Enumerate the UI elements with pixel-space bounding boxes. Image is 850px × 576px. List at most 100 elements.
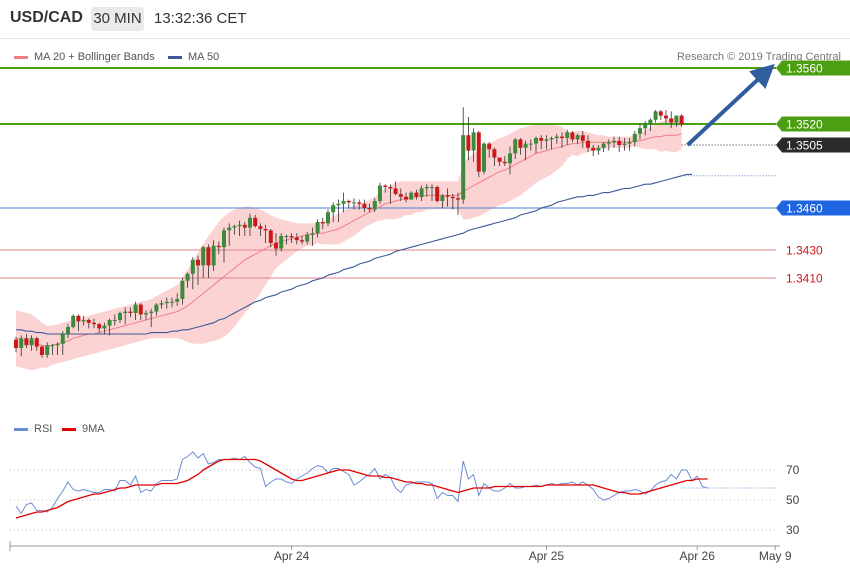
- candle-body: [274, 243, 278, 249]
- candle-body: [206, 247, 211, 266]
- candle: [128, 307, 133, 318]
- candle: [50, 343, 55, 355]
- candle-body: [133, 304, 138, 313]
- candle-body: [227, 227, 232, 231]
- candle: [617, 136, 622, 152]
- candle-body: [648, 119, 653, 124]
- candle-body: [92, 322, 96, 325]
- candle-body: [560, 136, 564, 138]
- candle: [315, 219, 320, 238]
- header-divider: [0, 38, 850, 39]
- candle-body: [190, 259, 195, 274]
- candle: [112, 314, 117, 326]
- time-axis: Apr 24 Apr 25 Apr 26 May 9: [9, 541, 792, 563]
- ma50-line: [16, 173, 692, 335]
- candle-body: [476, 132, 481, 172]
- candle: [40, 345, 44, 358]
- candle: [279, 233, 284, 252]
- price-level-labels: 1.3560 1.3520 1.3505 1.3460 1.3430 1.3410: [776, 60, 850, 286]
- candle-body: [570, 132, 575, 140]
- candle: [170, 297, 174, 308]
- candle: [554, 133, 559, 144]
- candle: [638, 124, 642, 140]
- candle-body: [123, 311, 128, 313]
- candle-body: [86, 320, 91, 323]
- candle-body: [14, 339, 18, 348]
- candle-body: [29, 338, 34, 346]
- candle-body: [268, 230, 273, 243]
- candle-body: [440, 195, 445, 201]
- candle-body: [248, 217, 252, 228]
- candle: [383, 184, 388, 193]
- candle: [164, 297, 169, 309]
- candle: [430, 184, 434, 201]
- candle-body: [19, 338, 24, 348]
- candle: [674, 115, 679, 127]
- candle-body: [445, 195, 450, 197]
- rsi-ma9-line: [15, 458, 708, 519]
- candle-body: [331, 205, 336, 213]
- candle-body: [180, 280, 185, 299]
- candle-body: [222, 230, 226, 248]
- candle-body: [669, 118, 674, 123]
- candle: [55, 342, 60, 355]
- candle-body: [627, 142, 632, 144]
- candle-body: [60, 334, 65, 344]
- candle: [435, 185, 440, 203]
- candle: [612, 136, 616, 148]
- candle-body: [502, 161, 507, 164]
- candle-body: [346, 201, 351, 203]
- legend-ma20: MA 20 + Bollinger Bands: [14, 51, 155, 63]
- candle-body: [565, 132, 570, 138]
- candle: [482, 142, 486, 175]
- candle-body: [97, 324, 102, 329]
- level-tag-pivot: [776, 200, 850, 216]
- level-label-target1: 1.3520: [786, 118, 823, 132]
- candle: [326, 209, 330, 227]
- rsi-tick-label: 30: [786, 523, 800, 537]
- candle-body: [237, 224, 242, 227]
- candle: [627, 138, 632, 151]
- candle-body: [341, 201, 346, 204]
- candle: [544, 135, 549, 150]
- forecast-arrow: [686, 63, 775, 147]
- candle-body: [289, 236, 294, 238]
- bollinger-band-fill: [16, 118, 682, 371]
- candle-body: [170, 301, 174, 303]
- candle-body: [580, 135, 585, 141]
- candle-body: [294, 237, 299, 241]
- candle-body: [320, 222, 325, 224]
- timeframe-button[interactable]: 30 MIN: [91, 7, 144, 31]
- candle: [19, 335, 24, 357]
- candle-body: [185, 273, 190, 281]
- candle: [352, 198, 356, 210]
- candle: [580, 131, 585, 148]
- copyright-label: Research © 2019 Trading Central: [676, 51, 841, 63]
- candle: [679, 114, 684, 127]
- candle-body: [435, 187, 440, 201]
- candle: [664, 110, 668, 124]
- candle-body: [456, 198, 460, 200]
- candle-body: [419, 188, 424, 197]
- legend-rsi: RSI: [14, 423, 52, 435]
- candle: [476, 131, 481, 178]
- candle: [86, 318, 91, 329]
- candle: [560, 132, 564, 148]
- candle: [336, 199, 341, 222]
- candle: [632, 131, 637, 147]
- candle-body: [102, 325, 107, 329]
- candle: [180, 278, 185, 305]
- legend-9ma-label: 9MA: [82, 423, 105, 435]
- candle-body: [586, 140, 590, 148]
- candle-body: [622, 143, 627, 145]
- candle: [118, 311, 122, 323]
- candle: [71, 314, 76, 329]
- candle: [201, 245, 206, 278]
- candle-body: [138, 304, 143, 315]
- candle: [539, 135, 544, 150]
- level-label-current: 1.3505: [786, 139, 823, 153]
- ma50-swatch: [168, 55, 182, 59]
- candle-body: [305, 234, 310, 242]
- candle-body: [367, 208, 372, 210]
- candle-body: [554, 136, 559, 138]
